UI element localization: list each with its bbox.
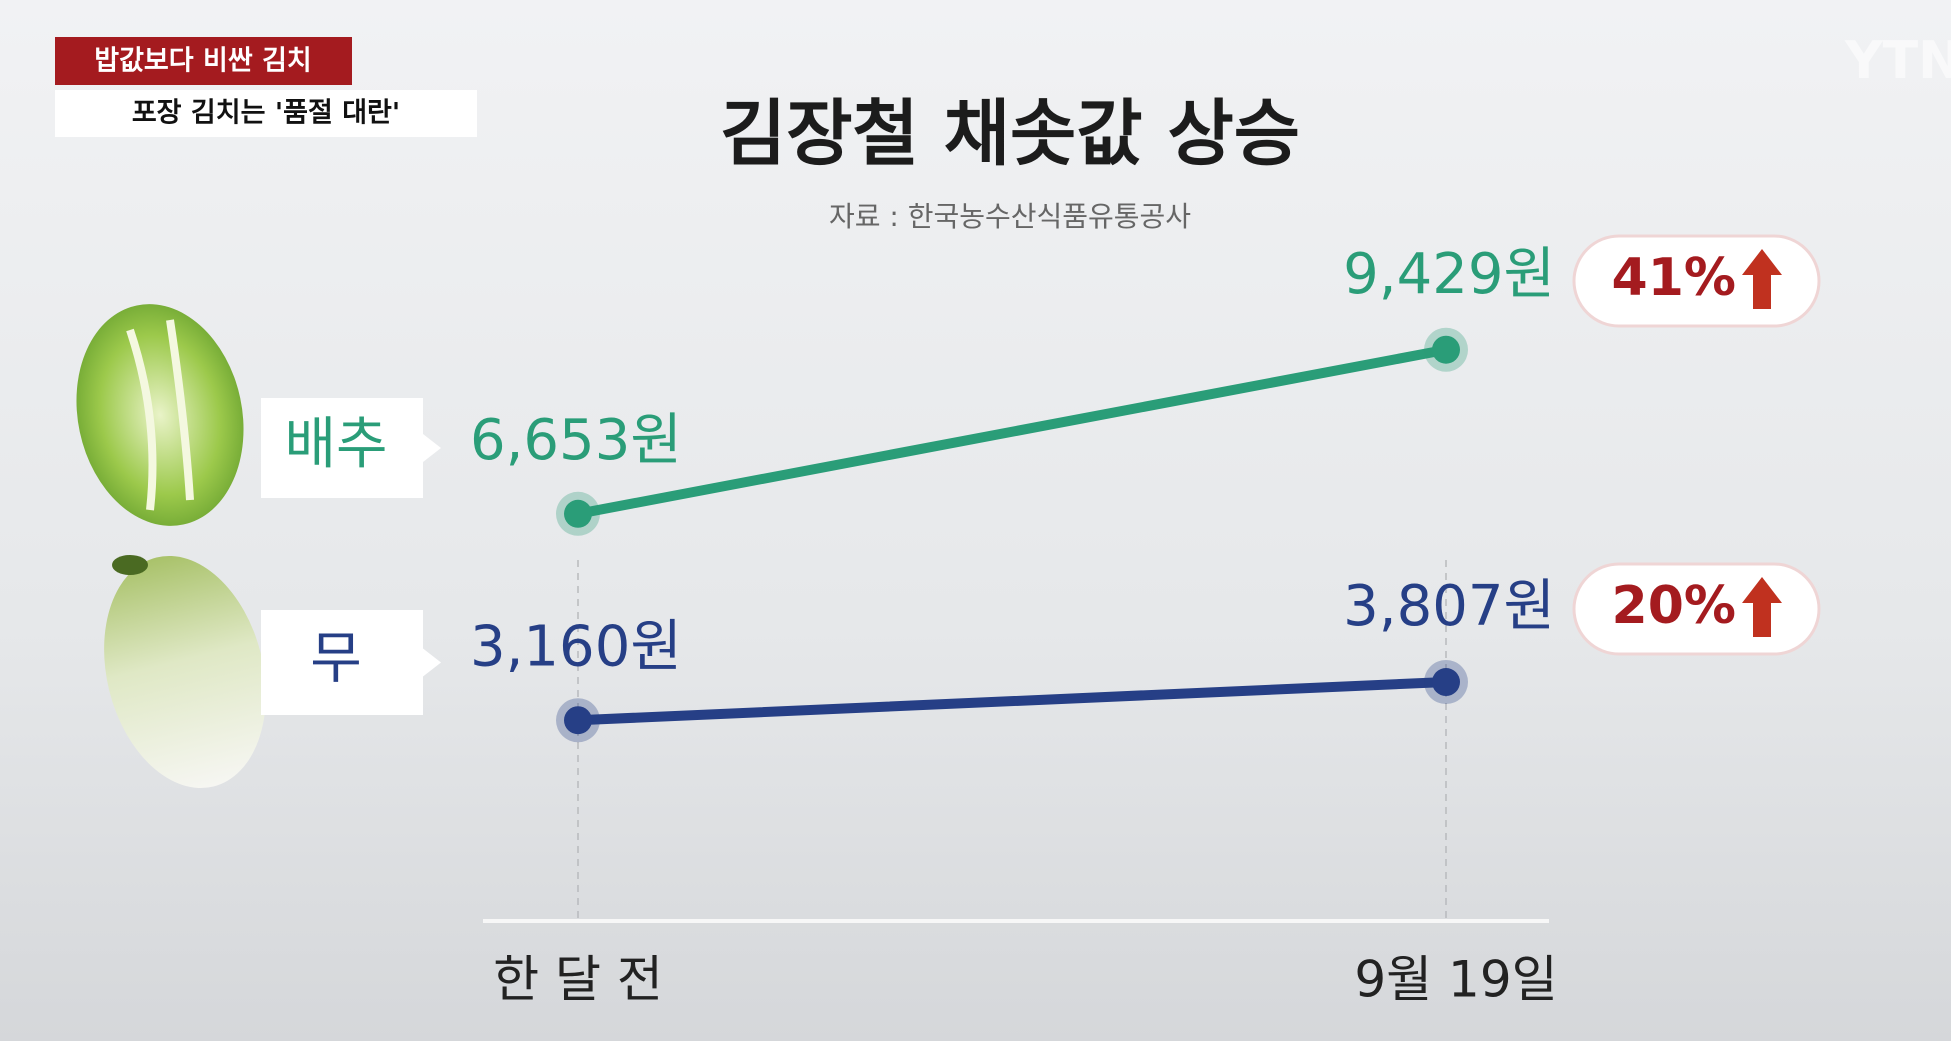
value-label: 6,653원 [470, 408, 682, 473]
x-tick-label: 9월 19일 [1354, 951, 1557, 1009]
headline-box [55, 37, 352, 85]
point [1432, 335, 1460, 364]
up-arrow [1742, 577, 1782, 637]
cabbage-image [76, 304, 244, 526]
series-line [573, 344, 1451, 519]
change-label: 41% [1612, 248, 1736, 308]
value-label: 3,160원 [470, 614, 682, 679]
chart-title: 김장철 채솟값 상승 [720, 92, 1300, 176]
point [564, 499, 592, 528]
point [1432, 668, 1460, 697]
value-label: 3,807원 [1343, 574, 1555, 639]
series-line [573, 677, 1451, 726]
subheadline-box [55, 90, 477, 137]
radish-image [104, 555, 266, 789]
point [564, 706, 592, 735]
value-label: 9,429원 [1343, 242, 1555, 307]
headline: 밥값보다 비싼 김치 [94, 46, 312, 77]
legend-label: 배추 [284, 412, 387, 477]
legend-box [261, 398, 441, 498]
x-tick-label: 한 달 전 [493, 951, 663, 1009]
change-label: 20% [1612, 576, 1736, 636]
legend-label: 무 [310, 627, 362, 692]
up-arrow [1742, 249, 1782, 309]
chart-subtitle: 자료 : 한국농수산식품유통공사 [829, 200, 1191, 233]
legend-box [261, 610, 441, 715]
logo: YTN [1844, 31, 1951, 91]
subheadline: 포장 김치는 '품절 대란' [132, 98, 400, 129]
